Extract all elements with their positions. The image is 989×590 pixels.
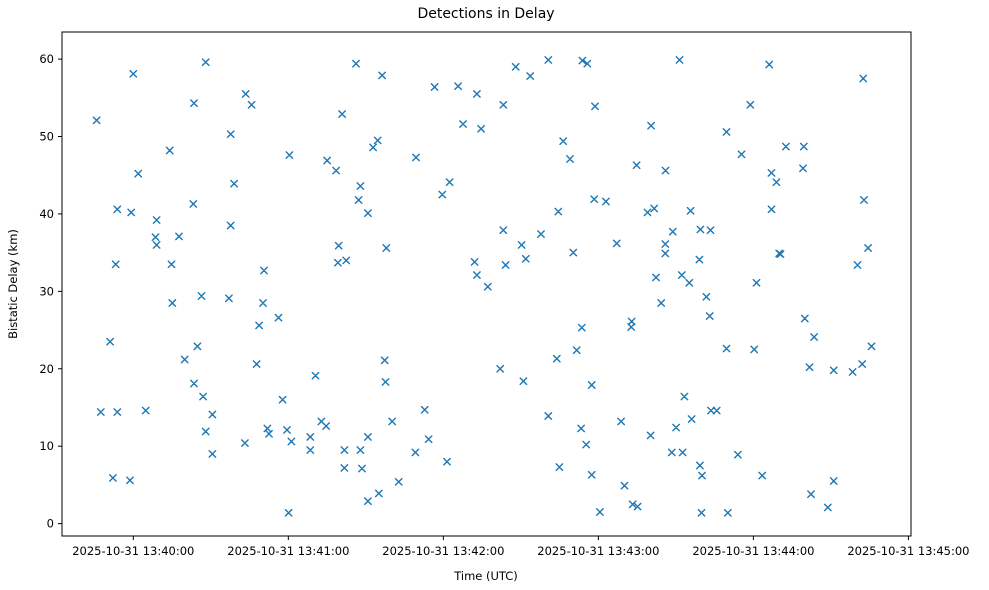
chart-title: Detections in Delay	[417, 6, 554, 22]
data-point-markers	[92, 56, 876, 517]
y-tick-label: 50	[39, 130, 54, 144]
x-tick-label: 2025-10-31 13:43:00	[537, 544, 659, 558]
y-tick-label: 60	[39, 52, 54, 66]
y-axis-label: Bistatic Delay (km)	[6, 229, 20, 339]
y-tick-label: 40	[39, 207, 54, 221]
x-axis-ticks: 2025-10-31 13:40:00 2025-10-31 13:41:00 20…	[72, 536, 969, 558]
y-tick-label: 30	[39, 284, 54, 298]
y-tick-label: 20	[39, 362, 54, 376]
y-tick-label: 10	[39, 439, 54, 453]
y-axis-ticks: 0 10 20 30 40 50 60	[39, 52, 62, 531]
x-tick-label: 2025-10-31 13:40:00	[72, 544, 194, 558]
x-axis-label: Time (UTC)	[453, 569, 518, 583]
y-tick-label: 0	[47, 517, 54, 531]
x-tick-label: 2025-10-31 13:42:00	[382, 544, 504, 558]
x-tick-label: 2025-10-31 13:44:00	[692, 544, 814, 558]
x-tick-label: 2025-10-31 13:41:00	[227, 544, 349, 558]
data-points	[92, 56, 876, 517]
x-tick-label: 2025-10-31 13:45:00	[847, 544, 969, 558]
plot-frame	[61, 31, 912, 537]
